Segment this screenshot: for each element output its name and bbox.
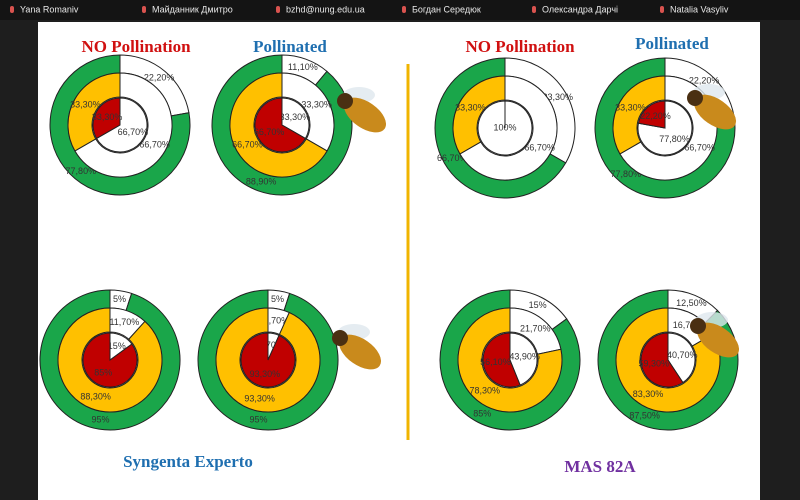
segment-label: 5%: [113, 294, 126, 304]
donut-segment: [95, 97, 148, 153]
segment-label: 12,50%: [676, 298, 707, 308]
segment-label: 59,30%: [639, 359, 670, 369]
segment-label: 88,90%: [246, 177, 277, 187]
segment-label: 77,80%: [659, 134, 690, 144]
bee-body: [693, 94, 737, 130]
donut-segment: [509, 332, 538, 386]
donut-segment: [82, 332, 138, 388]
bee-body: [343, 97, 387, 133]
donut-segment: [67, 72, 121, 152]
donut-segment: [615, 307, 721, 413]
heading: Pollinated: [635, 34, 709, 53]
donut-segment: [240, 332, 296, 388]
segment-label: 93,30%: [244, 393, 275, 403]
participant-name[interactable]: Natalia Vasyliv: [670, 4, 729, 14]
mic-icon: [402, 6, 406, 13]
donut-segment: [482, 332, 521, 388]
segment-label: 21,70%: [520, 323, 551, 333]
segment-label: 95%: [91, 415, 109, 425]
donut-segment: [477, 100, 533, 156]
segment-label: 83,30%: [633, 389, 664, 399]
segment-label: 66,70%: [118, 127, 149, 137]
segment-label: 5%: [271, 294, 284, 304]
segment-label: 77,80%: [66, 166, 97, 176]
donut-segment: [612, 75, 666, 155]
segment-label: 33,30%: [543, 92, 574, 102]
donut-segment: [254, 97, 307, 153]
donut-segment: [452, 75, 506, 155]
segment-label: 33,30%: [615, 102, 646, 112]
segment-label: 43,90%: [509, 352, 540, 362]
mic-icon: [532, 6, 536, 13]
segment-label: 22,20%: [640, 111, 671, 121]
donut-segment: [281, 72, 335, 152]
segment-label: 66,70%: [139, 139, 170, 149]
donut-segment: [640, 332, 684, 388]
heading: NO Pollination: [465, 37, 575, 56]
participant-name[interactable]: Богдан Середюк: [412, 4, 481, 14]
participant-name[interactable]: Олександра Дарчі: [542, 4, 618, 14]
segment-label: 11,10%: [288, 62, 318, 72]
caption: Syngenta Experto: [123, 452, 253, 471]
participant-name[interactable]: Майданник Дмитро: [152, 4, 233, 14]
donut-segment: [459, 75, 558, 181]
segment-label: 100%: [493, 122, 516, 132]
bee-head: [690, 318, 706, 334]
segment-label: 87,50%: [629, 411, 660, 421]
donut-segment: [229, 72, 328, 178]
mic-icon: [10, 6, 14, 13]
caption: MAS 82A: [564, 457, 636, 476]
participant-name[interactable]: Yana Romaniv: [20, 4, 79, 14]
bee-head: [337, 93, 353, 109]
donut-segment: [215, 307, 321, 413]
mic-icon: [142, 6, 146, 13]
heading: NO Pollination: [81, 37, 191, 56]
segment-label: 15%: [529, 300, 547, 310]
segment-label: 33,30%: [280, 112, 311, 122]
segment-label: 66,70%: [437, 153, 468, 163]
segment-label: 40,70%: [667, 350, 698, 360]
segment-label: 6,70%: [264, 315, 290, 325]
segment-label: 66,70%: [232, 139, 263, 149]
segment-label: 66,70%: [684, 142, 715, 152]
donut-segment: [457, 307, 563, 413]
bee-body: [696, 322, 740, 358]
segment-label: 85%: [473, 409, 491, 419]
bee-body: [338, 334, 382, 370]
donut-segment: [74, 72, 173, 178]
segment-label: 56,10%: [480, 357, 511, 367]
participant-name[interactable]: bzhd@nung.edu.ua: [286, 4, 365, 14]
segment-label: 95%: [249, 415, 267, 425]
segment-label: 22,20%: [689, 76, 720, 86]
mic-icon: [276, 6, 280, 13]
segment-label: 33,30%: [92, 112, 123, 122]
donut-segment: [92, 97, 121, 140]
segment-label: 93,30%: [250, 369, 281, 379]
segment-label: 66,70%: [254, 127, 285, 137]
segment-label: 66,70%: [524, 142, 555, 152]
segment-label: 33,30%: [455, 102, 486, 112]
segment-label: 22,20%: [144, 73, 175, 83]
segment-label: 6,70%: [258, 340, 284, 350]
bee-head: [332, 330, 348, 346]
segment-label: 85%: [94, 368, 112, 378]
segment-label: 33,30%: [301, 99, 332, 109]
heading: Pollinated: [253, 37, 327, 56]
bee-head: [687, 90, 703, 106]
segment-label: 33,30%: [70, 99, 101, 109]
segment-label: 11,70%: [109, 317, 139, 327]
segment-label: 16,70%: [673, 320, 704, 330]
segment-label: 78,30%: [470, 385, 501, 395]
segment-label: 15%: [108, 341, 126, 351]
participant-bar: [0, 0, 800, 20]
mic-icon: [660, 6, 664, 13]
donut-segment: [57, 307, 163, 413]
segment-label: 77,80%: [611, 169, 642, 179]
segment-label: 88,30%: [80, 392, 111, 402]
donut-segment: [637, 100, 666, 129]
